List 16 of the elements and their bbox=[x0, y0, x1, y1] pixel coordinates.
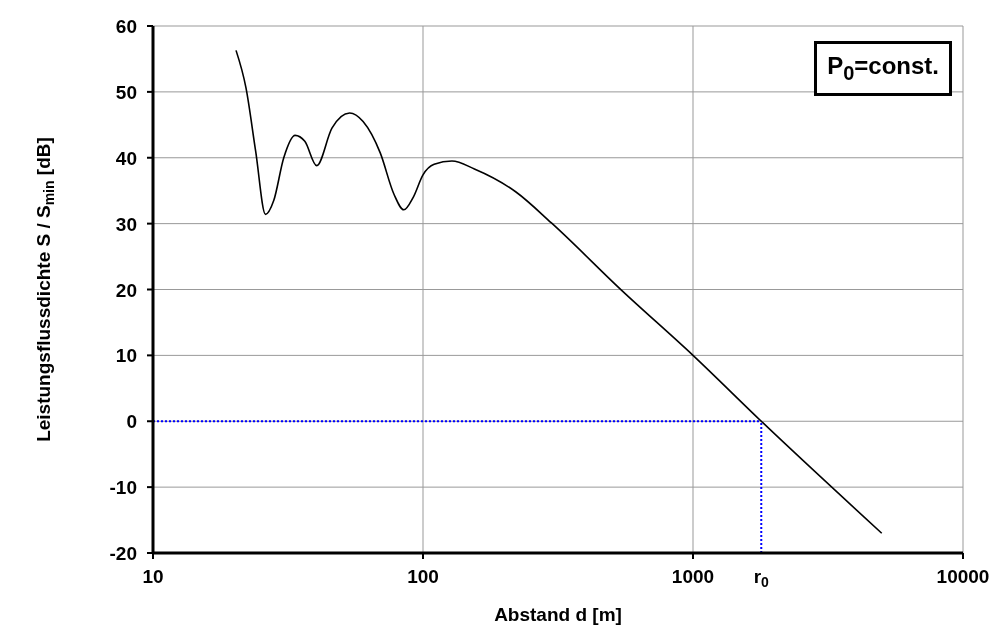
y-tick-label: 10 bbox=[115, 345, 137, 367]
x-tick-label: 100 bbox=[407, 566, 439, 587]
x-axis-title: Abstand d [m] bbox=[494, 604, 622, 625]
annotation: r$_{0}$ bbox=[753, 566, 770, 590]
y-tick-label: 40 bbox=[115, 147, 137, 169]
y-tick-label: 0 bbox=[126, 411, 137, 433]
y-tick-label: -20 bbox=[109, 543, 137, 564]
y-tick-label: 30 bbox=[115, 213, 137, 235]
x-tick-label: 1000 bbox=[671, 566, 715, 587]
y-tick-label: 50 bbox=[115, 81, 137, 103]
y-tick-label: 20 bbox=[115, 279, 137, 301]
y-tick-label: 60 bbox=[115, 16, 137, 37]
x-tick-label: 10 bbox=[142, 566, 164, 587]
annotation: P$_{0}$=const. bbox=[814, 41, 952, 96]
y-tick-label: -10 bbox=[109, 477, 137, 499]
x-tick-label: 10000 bbox=[936, 566, 990, 587]
